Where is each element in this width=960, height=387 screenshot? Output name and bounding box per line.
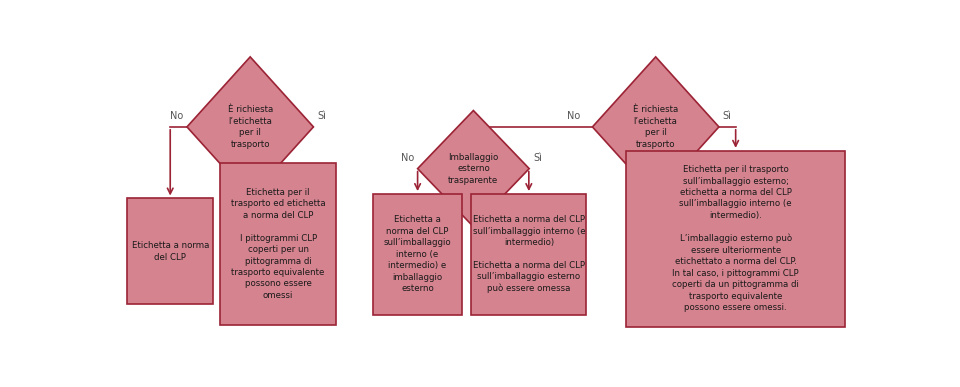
Text: No: No [170,111,183,121]
Text: Etichetta a norma
del CLP: Etichetta a norma del CLP [132,241,209,262]
FancyBboxPatch shape [471,194,587,315]
Text: No: No [567,111,581,121]
Text: No: No [400,152,414,163]
Text: Sì: Sì [723,111,732,121]
Text: Etichetta per il trasporto
sull’imballaggio esterno;
etichetta a norma del CLP
s: Etichetta per il trasporto sull’imballag… [672,165,799,312]
Polygon shape [418,111,529,227]
Text: Sì: Sì [317,111,326,121]
FancyBboxPatch shape [221,163,336,325]
Text: Etichetta a
norma del CLP
sull’imballaggio
interno (e
intermedio) e
imballaggio
: Etichetta a norma del CLP sull’imballagg… [384,216,451,293]
Text: Imballaggio
esterno
trasparente: Imballaggio esterno trasparente [448,152,498,185]
FancyBboxPatch shape [626,151,846,327]
Text: Etichetta a norma del CLP
sull’imballaggio interno (e
intermedio)

Etichetta a n: Etichetta a norma del CLP sull’imballagg… [472,215,586,293]
FancyBboxPatch shape [128,199,213,304]
Text: Etichetta per il
trasporto ed etichetta
a norma del CLP

I pittogrammi CLP
coper: Etichetta per il trasporto ed etichetta … [230,188,325,300]
Polygon shape [187,57,313,197]
FancyBboxPatch shape [372,194,463,315]
Text: Sì: Sì [533,152,541,163]
Text: È richiesta
l’etichetta
per il
trasporto: È richiesta l’etichetta per il trasporto [228,105,273,149]
Polygon shape [592,57,719,197]
Text: È richiesta
l’etichetta
per il
trasporto: È richiesta l’etichetta per il trasporto [633,105,679,149]
